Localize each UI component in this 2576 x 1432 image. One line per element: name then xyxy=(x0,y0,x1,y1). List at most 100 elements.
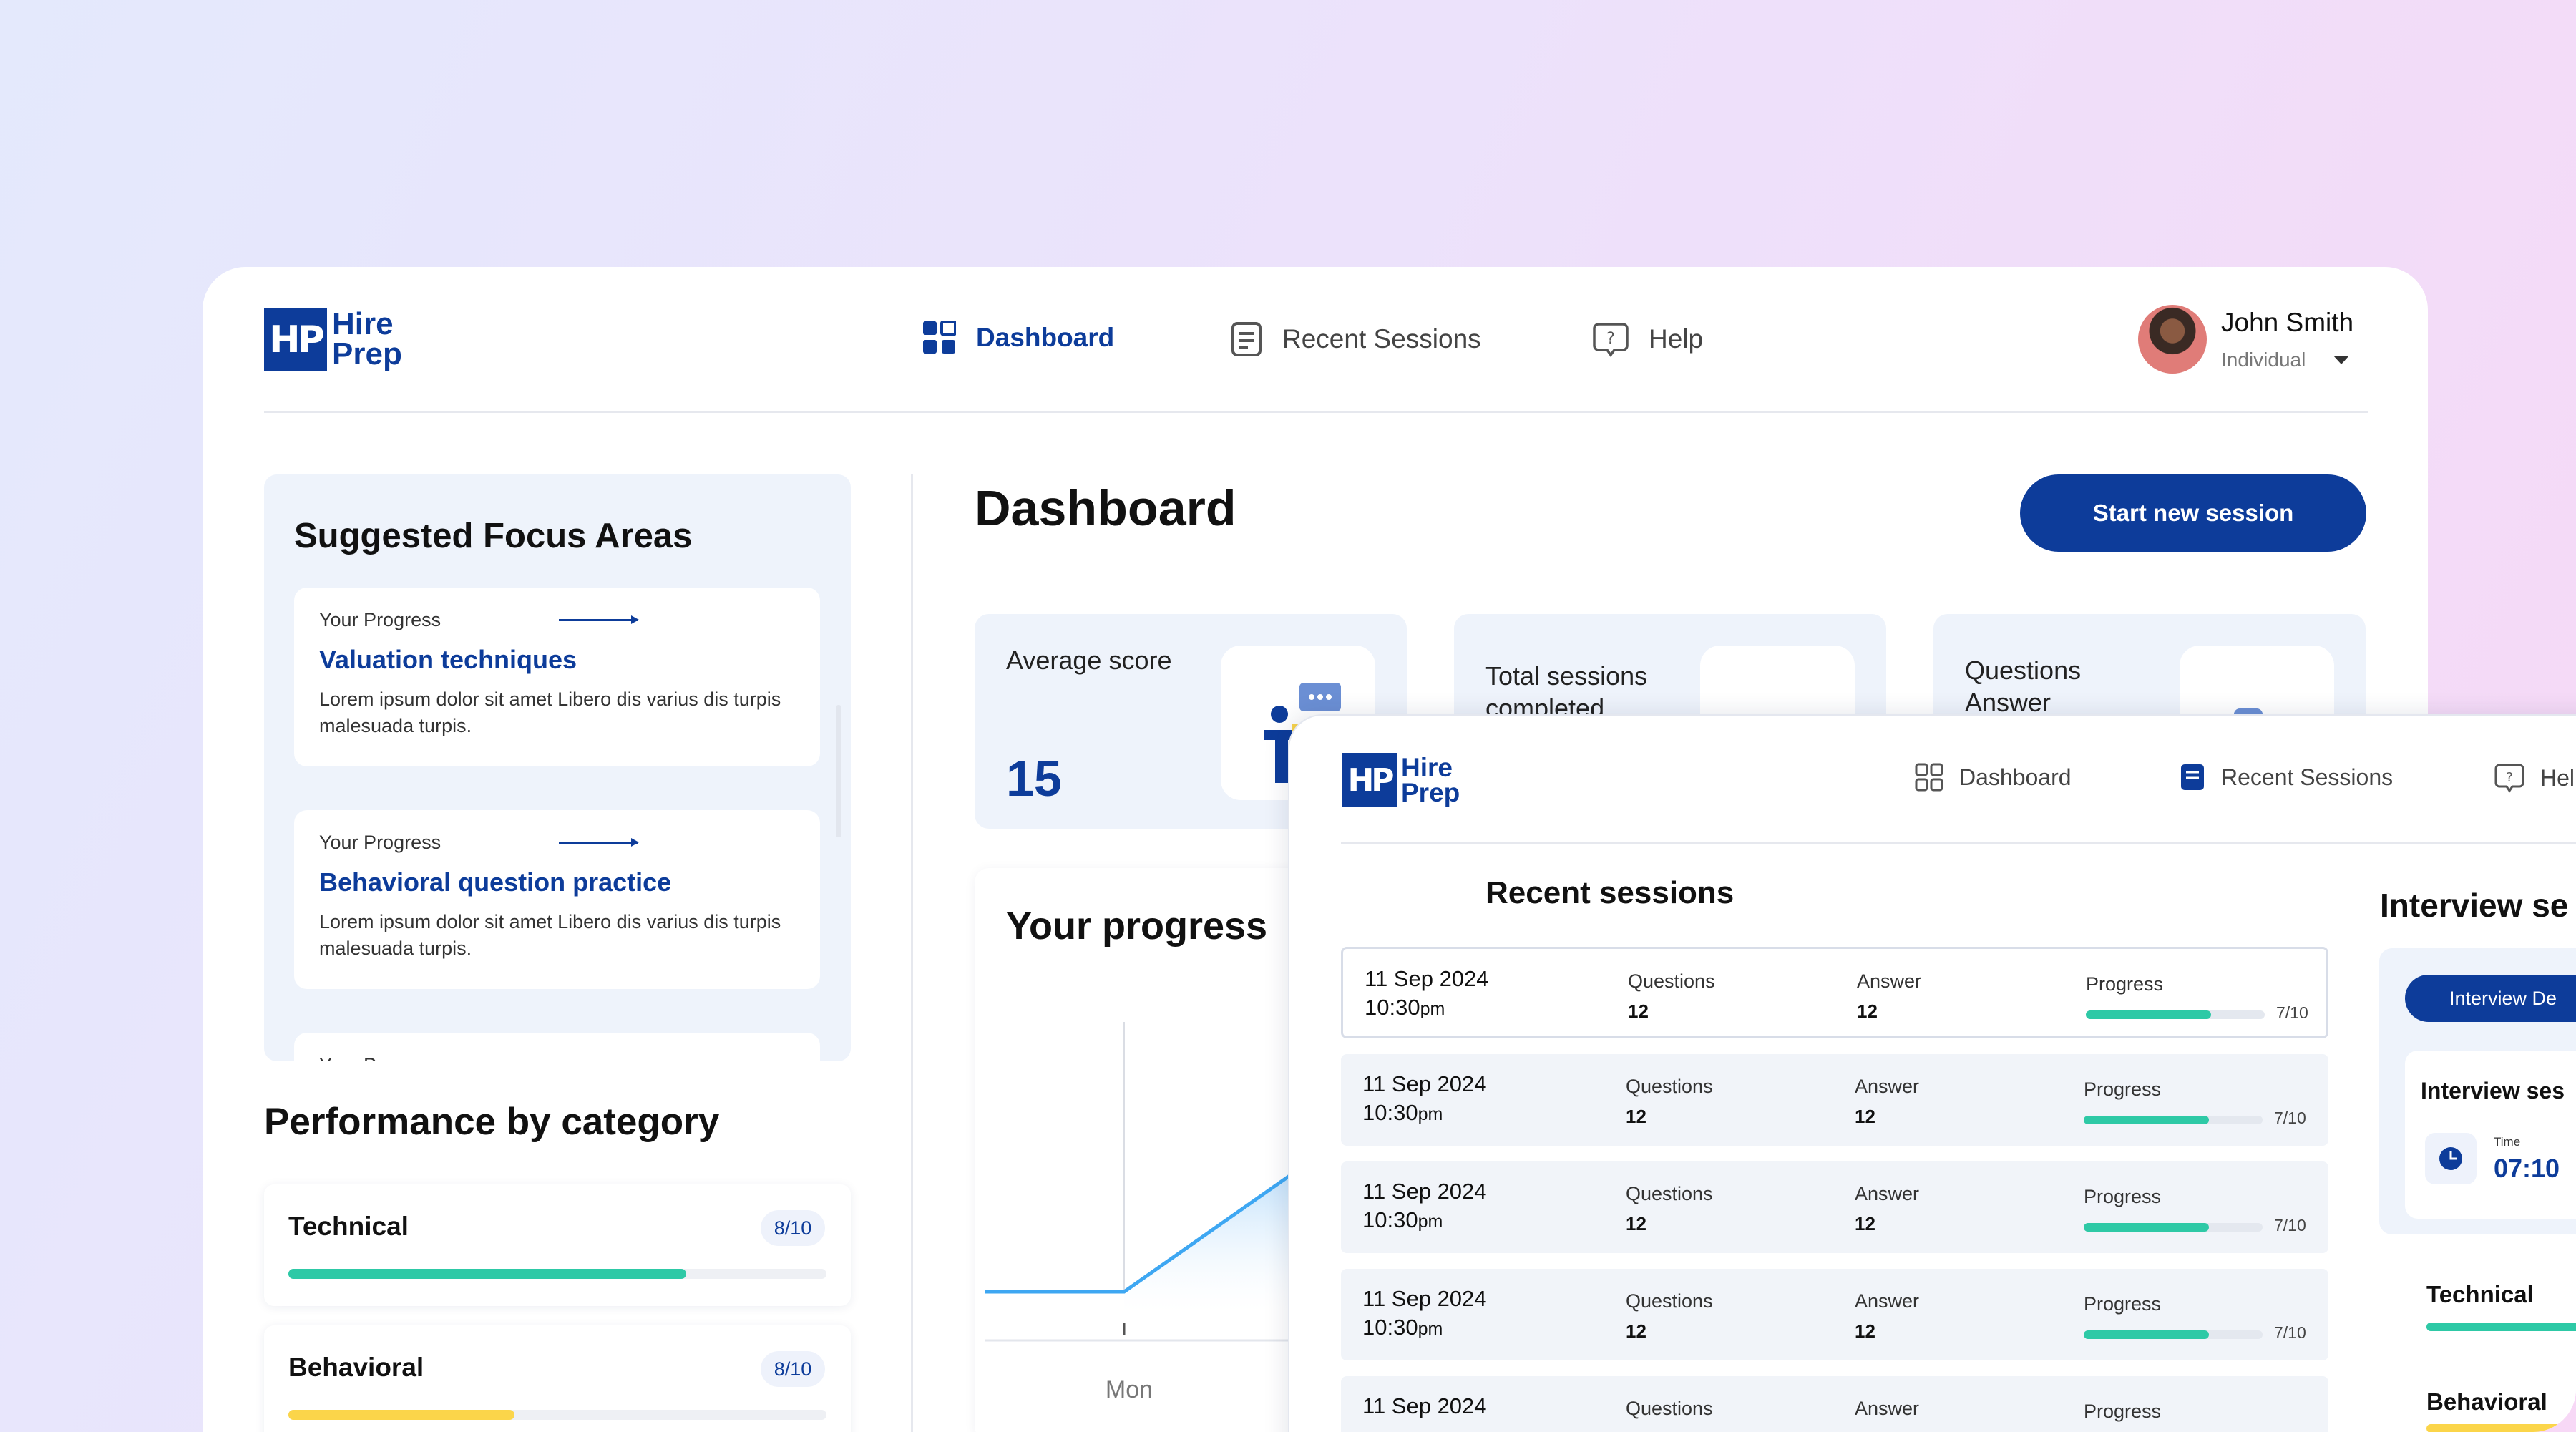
progress-title: Your progress xyxy=(1006,905,1268,948)
category-label: Technical xyxy=(2426,1281,2534,1307)
focus-card-title: Behavioral question practice xyxy=(319,867,672,897)
document-icon xyxy=(2181,764,2204,790)
recent-sessions-title: Recent sessions xyxy=(1485,875,1735,910)
session-date: 11 Sep 2024 10:30pm xyxy=(1362,1070,1487,1128)
session-ampm: pm xyxy=(1418,1319,1443,1340)
questions-label: Questions xyxy=(1626,1183,1713,1204)
user-name: John Smith xyxy=(2221,308,2354,337)
answer-value: 12 xyxy=(1857,1000,1878,1022)
interview-category-behavioral: Behavioral xyxy=(2405,1358,2576,1432)
performance-label: Behavioral xyxy=(288,1353,424,1382)
progress-track xyxy=(2084,1330,2263,1339)
questions-value: 12 xyxy=(1628,1000,1649,1022)
answer-value: 12 xyxy=(1855,1106,1875,1127)
session-row[interactable]: 11 Sep 2024 10:30pm Questions 12 Answer 12 Pro… xyxy=(1341,1054,2328,1146)
performance-title: Performance by category xyxy=(264,1101,720,1143)
help-chat-icon: ? xyxy=(2494,764,2524,793)
progress-fill xyxy=(2084,1330,2209,1339)
focus-scrollbar[interactable] xyxy=(836,705,841,837)
session-row[interactable]: 11 Sep 2024 Questions Answer Progress xyxy=(1341,1376,2328,1432)
user-role: Individual xyxy=(2221,349,2306,371)
progress-track xyxy=(2084,1116,2263,1124)
interview-section-title: Interview se xyxy=(2380,887,2569,924)
session-row[interactable]: 11 Sep 2024 10:30pm Questions 12 Answer 12 Pro… xyxy=(1341,1269,2328,1360)
time-value: 07:10 xyxy=(2494,1154,2560,1183)
user-avatar[interactable] xyxy=(2138,305,2207,374)
front-nav-recent-sessions-label: Recent Sessions xyxy=(2221,764,2394,790)
focus-card[interactable]: Your Progress Behavioral question practi… xyxy=(294,810,820,989)
progress-track xyxy=(2084,1223,2263,1232)
start-new-session-button[interactable]: Start new session xyxy=(2020,474,2366,552)
focus-progress-label: Your Progress xyxy=(319,609,441,630)
progress-label: Progress xyxy=(2084,1401,2162,1422)
progress-fraction: 7/10 xyxy=(2276,1003,2308,1022)
progress-fraction: 7/10 xyxy=(2274,1109,2306,1127)
focus-title: Suggested Focus Areas xyxy=(294,517,693,555)
questions-value: 12 xyxy=(1626,1320,1646,1342)
nav-help[interactable]: ? Help xyxy=(1593,321,1703,357)
progress-label: Progress xyxy=(2084,1293,2162,1315)
logo-mark[interactable]: HP xyxy=(1342,753,1397,807)
progress-fraction: 7/10 xyxy=(2274,1323,2306,1342)
performance-card-technical[interactable]: Technical 8/10 xyxy=(264,1184,851,1306)
score-badge: 8/10 xyxy=(761,1210,825,1246)
column-divider xyxy=(911,474,913,1432)
answer-label: Answer xyxy=(1855,1290,1920,1312)
performance-track xyxy=(288,1410,826,1420)
chevron-down-icon[interactable] xyxy=(2333,356,2349,364)
session-row[interactable]: 11 Sep 2024 10:30pm Questions 12 Answer 12 Pro… xyxy=(1341,947,2328,1038)
questions-label: Questions xyxy=(1626,1076,1713,1097)
performance-card-behavioral[interactable]: Behavioral 8/10 xyxy=(264,1325,851,1432)
grid-icon xyxy=(1915,763,1943,792)
focus-card-title: Valuation techniques xyxy=(319,645,577,674)
nav-help-label: Help xyxy=(1649,324,1704,354)
nav-dashboard[interactable]: Dashboard xyxy=(923,321,1114,354)
category-bar xyxy=(2426,1424,2576,1432)
front-nav-help-label: Help xyxy=(2540,764,2576,791)
focus-card[interactable]: Your Progress xyxy=(294,1033,820,1061)
session-date: 11 Sep 2024 xyxy=(1362,1392,1487,1421)
chart-x-label: Mon xyxy=(1106,1376,1153,1403)
answer-label: Answer xyxy=(1855,1183,1920,1204)
interview-details-button[interactable]: Interview De xyxy=(2405,975,2576,1022)
focus-card-desc: Lorem ipsum dolor sit amet Libero dis va… xyxy=(319,911,781,960)
interview-session-title: Interview ses xyxy=(2421,1078,2565,1104)
svg-text:?: ? xyxy=(1606,330,1615,348)
grid-icon xyxy=(923,321,956,354)
nav-recent-sessions-label: Recent Sessions xyxy=(1282,324,1481,354)
front-nav-recent-sessions[interactable]: Recent Sessions xyxy=(2180,763,2393,792)
session-ampm: pm xyxy=(1418,1104,1443,1125)
front-nav-dashboard[interactable]: Dashboard xyxy=(1915,763,2072,792)
questions-label: Questions xyxy=(1626,1290,1713,1312)
session-time: 10:30 xyxy=(1365,995,1420,1021)
nav-recent-sessions[interactable]: Recent Sessions xyxy=(1231,321,1481,357)
answer-value: 12 xyxy=(1855,1213,1875,1234)
progress-fraction: 7/10 xyxy=(2274,1216,2306,1234)
performance-fill xyxy=(288,1269,687,1279)
logo-line-1: Hire xyxy=(332,306,394,341)
session-date-day: 11 Sep 2024 xyxy=(1362,1393,1487,1418)
session-date-day: 11 Sep 2024 xyxy=(1365,966,1489,991)
session-ampm: pm xyxy=(1420,999,1445,1020)
progress-track xyxy=(2086,1010,2265,1019)
focus-progress-label: Your Progress xyxy=(319,1054,441,1061)
answer-label: Answer xyxy=(1855,1398,1920,1419)
focus-card[interactable]: Your Progress Valuation techniques Lorem… xyxy=(294,588,820,766)
help-chat-icon: ? xyxy=(1593,323,1629,357)
session-row[interactable]: 11 Sep 2024 10:30pm Questions 12 Answer 12 Pro… xyxy=(1341,1161,2328,1253)
score-badge: 8/10 xyxy=(761,1351,825,1387)
front-nav-help[interactable]: ? Help xyxy=(2494,763,2576,793)
logo-line-1: Hire xyxy=(1401,753,1453,782)
progress-label: Progress xyxy=(2084,1078,2162,1100)
performance-fill xyxy=(288,1410,514,1420)
session-time: 10:30 xyxy=(1362,1207,1418,1233)
session-time: 10:30 xyxy=(1362,1315,1418,1340)
session-date-day: 11 Sep 2024 xyxy=(1362,1071,1487,1096)
stat-value: 15 xyxy=(1006,751,1062,807)
svg-text:?: ? xyxy=(2506,770,2513,785)
focus-progress-label: Your Progress xyxy=(319,832,441,853)
front-header-divider xyxy=(1341,842,2576,844)
logo-mark[interactable]: HP xyxy=(264,308,327,371)
interview-session-card: Interview ses Time 07:10 xyxy=(2405,1051,2576,1219)
